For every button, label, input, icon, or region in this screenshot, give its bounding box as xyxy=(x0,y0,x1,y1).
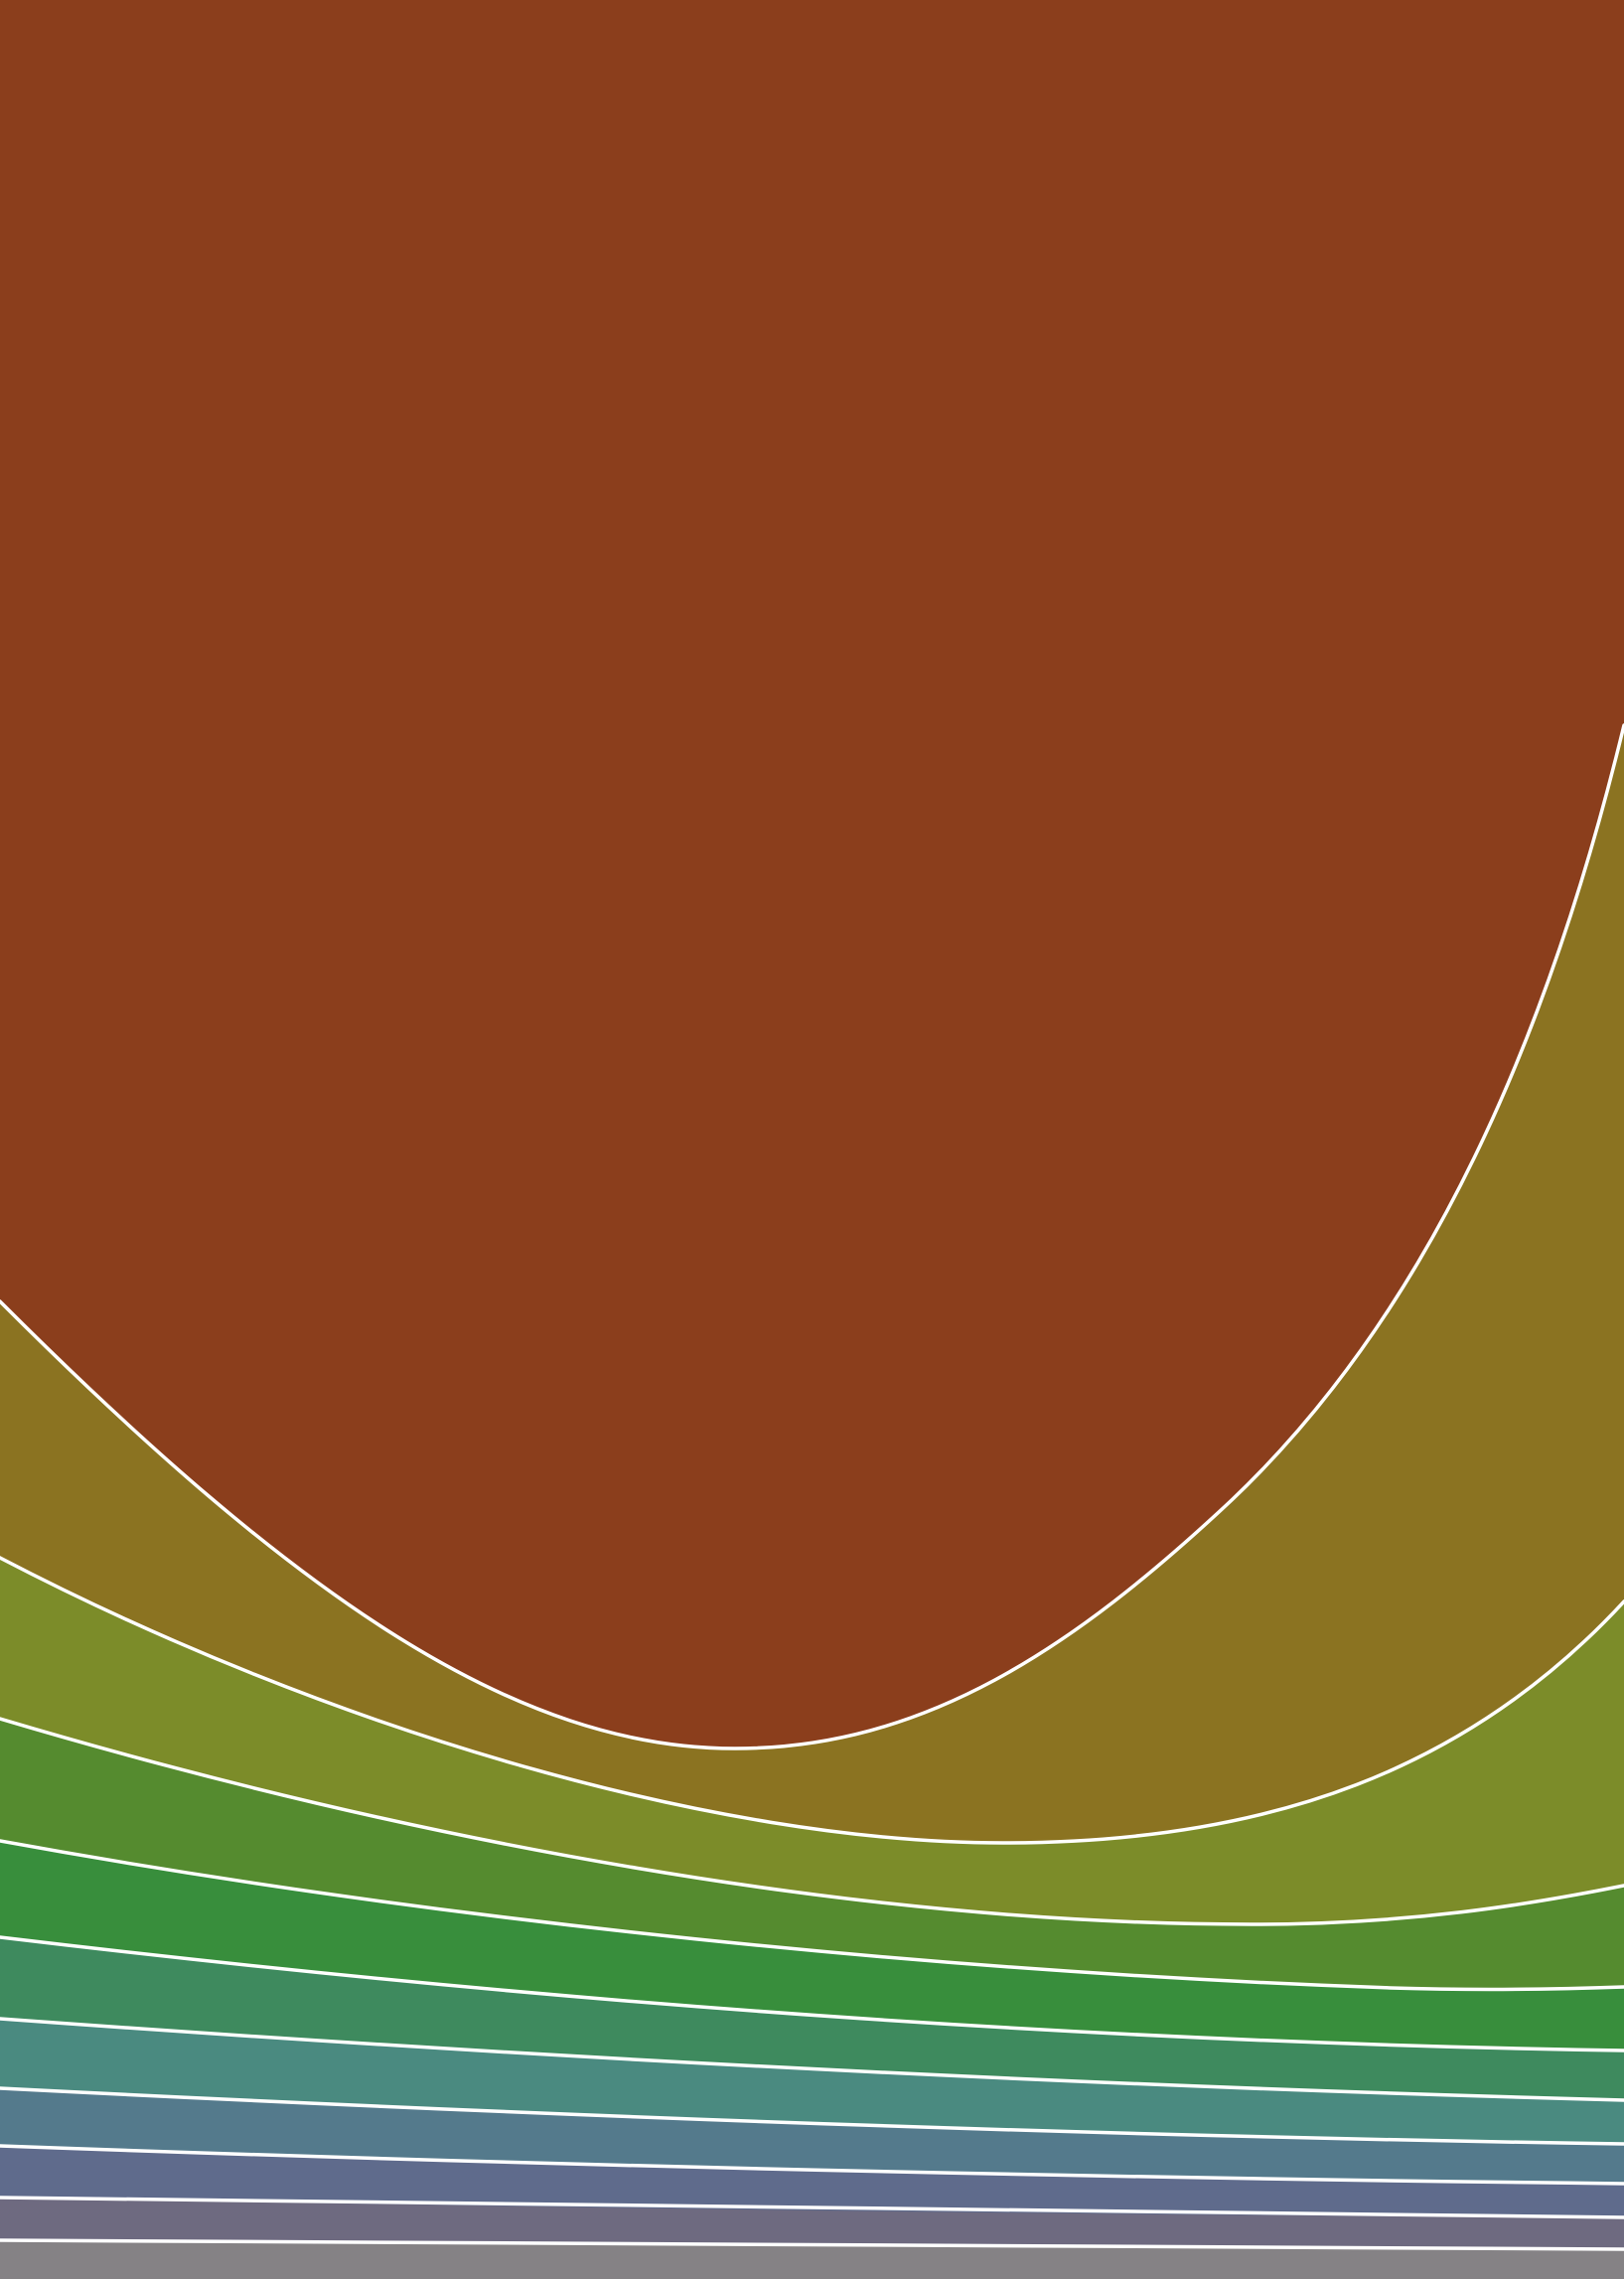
separator-line-4 xyxy=(0,1839,1624,1992)
separator-line-8 xyxy=(0,2144,1624,2186)
separator-line-3 xyxy=(0,1717,1624,1926)
separator-line-6 xyxy=(0,2017,1624,2102)
separator-line-2 xyxy=(0,1556,1624,1845)
band-11 xyxy=(0,2240,1624,2279)
separator-line-10 xyxy=(0,2238,1624,2251)
separator-line-5 xyxy=(0,1935,1624,2052)
separator-line-7 xyxy=(0,2086,1624,2146)
separator-line-1 xyxy=(0,723,1624,1750)
